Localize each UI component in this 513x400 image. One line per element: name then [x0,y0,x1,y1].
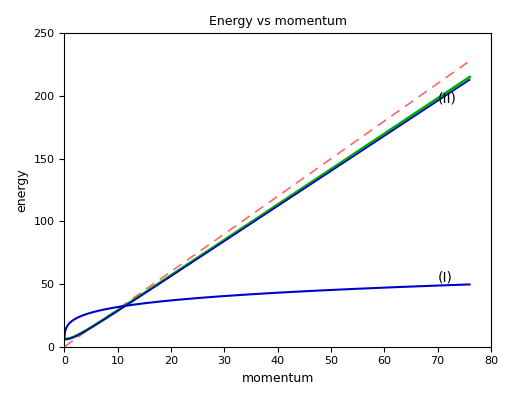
Title: Energy vs momentum: Energy vs momentum [209,15,347,28]
Y-axis label: energy: energy [15,168,28,212]
X-axis label: momentum: momentum [242,372,314,385]
Text: (I): (I) [438,270,452,284]
Text: (II): (II) [438,91,457,105]
